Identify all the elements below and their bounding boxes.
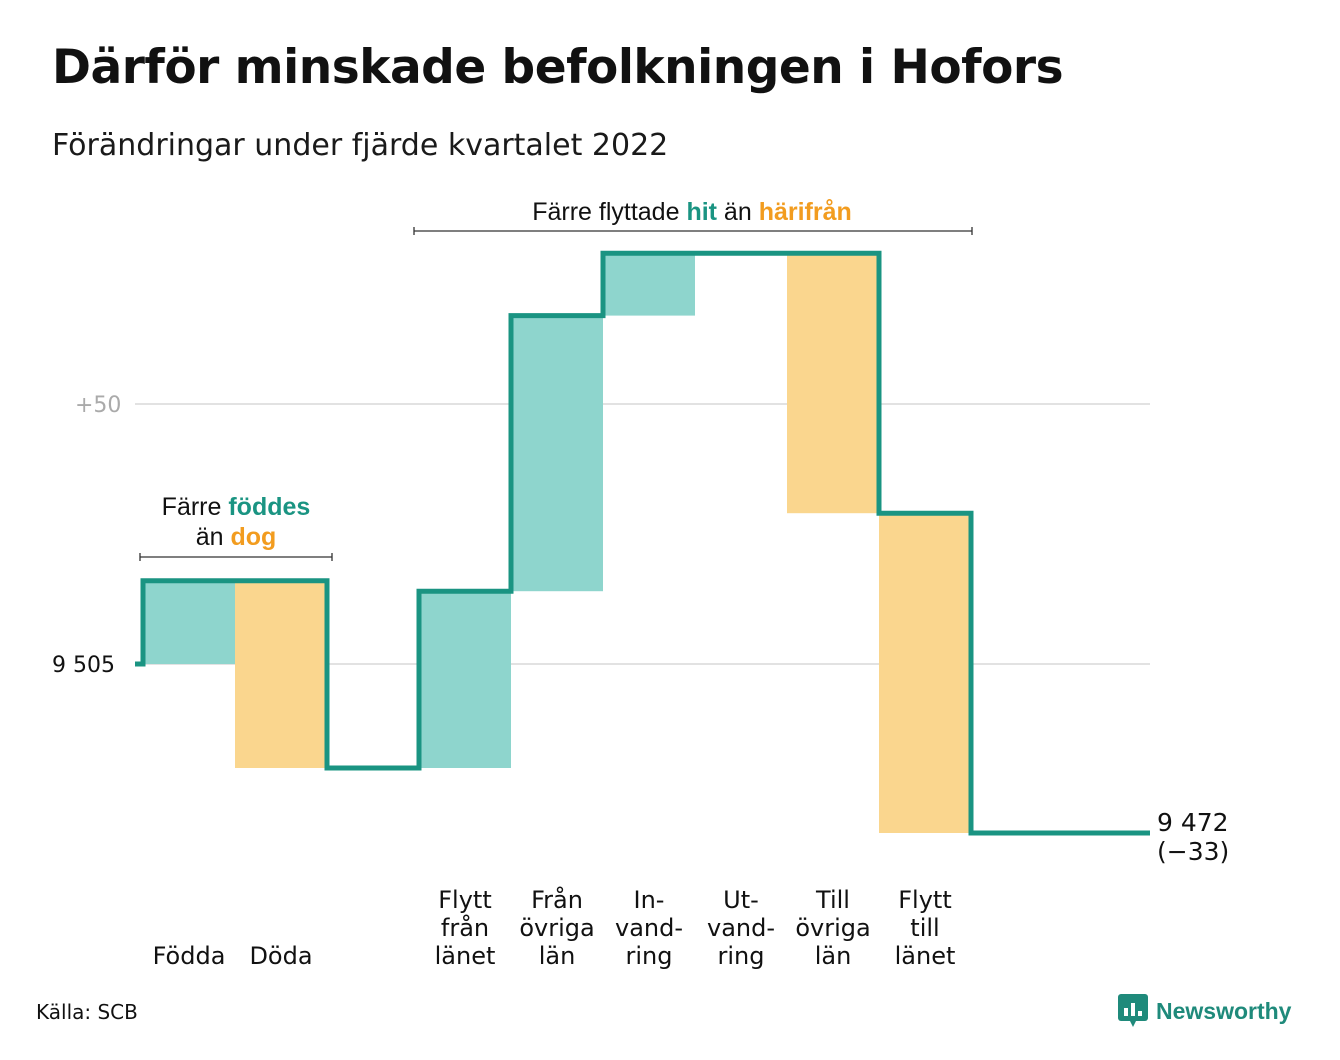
end-change-label: (−33) bbox=[1157, 837, 1229, 866]
category-label-5-2: ring bbox=[626, 942, 673, 970]
bar-0 bbox=[143, 581, 235, 664]
category-label-4-0: Från bbox=[531, 885, 583, 914]
category-label-1-0: Döda bbox=[249, 942, 312, 970]
category-label-0-0: Födda bbox=[153, 942, 226, 970]
bar-4 bbox=[511, 316, 603, 592]
annotation-births-bracket bbox=[140, 553, 332, 561]
brand-logo[interactable]: Newsworthy bbox=[1118, 994, 1291, 1028]
category-label-6-2: ring bbox=[718, 942, 765, 970]
category-label-7-1: övriga bbox=[795, 914, 870, 942]
annotation-migration-bracket bbox=[414, 227, 972, 235]
category-label-8-0: Flytt bbox=[898, 886, 952, 914]
annotation-births-line2: än dog bbox=[196, 523, 277, 551]
category-label-3-1: från bbox=[441, 913, 489, 942]
annotation-migration: Färre flyttade hit än härifrån bbox=[532, 198, 852, 226]
bar-3 bbox=[419, 591, 511, 768]
y-label-plus50: +50 bbox=[75, 393, 121, 418]
bar-8 bbox=[879, 513, 971, 833]
newsworthy-icon bbox=[1118, 994, 1148, 1028]
category-label-6-1: vand- bbox=[707, 914, 775, 942]
category-label-8-1: till bbox=[910, 914, 939, 942]
category-label-7-2: län bbox=[815, 942, 852, 970]
bar-7 bbox=[787, 253, 879, 513]
category-label-7-0: Till bbox=[815, 886, 850, 914]
y-label-start: 9 505 bbox=[52, 653, 115, 678]
category-label-4-1: övriga bbox=[519, 914, 594, 942]
category-label-5-1: vand- bbox=[615, 914, 683, 942]
category-label-5-0: In- bbox=[634, 886, 665, 914]
source-note: Källa: SCB bbox=[36, 1000, 138, 1024]
category-label-8-2: länet bbox=[895, 942, 956, 970]
annotation-births-line1: Färre föddes bbox=[162, 493, 311, 521]
category-label-4-2: län bbox=[539, 942, 576, 970]
bar-1 bbox=[235, 581, 327, 768]
end-value-label: 9 472 bbox=[1157, 808, 1229, 837]
category-label-3-0: Flytt bbox=[438, 886, 492, 914]
brand-name: Newsworthy bbox=[1156, 998, 1291, 1025]
category-label-3-2: länet bbox=[435, 942, 496, 970]
bar-5 bbox=[603, 253, 695, 315]
category-label-6-0: Ut- bbox=[723, 886, 759, 914]
waterfall-chart: 9 505+509 472(−33)Födda DödaFlyttfrånläne… bbox=[0, 0, 1340, 1060]
